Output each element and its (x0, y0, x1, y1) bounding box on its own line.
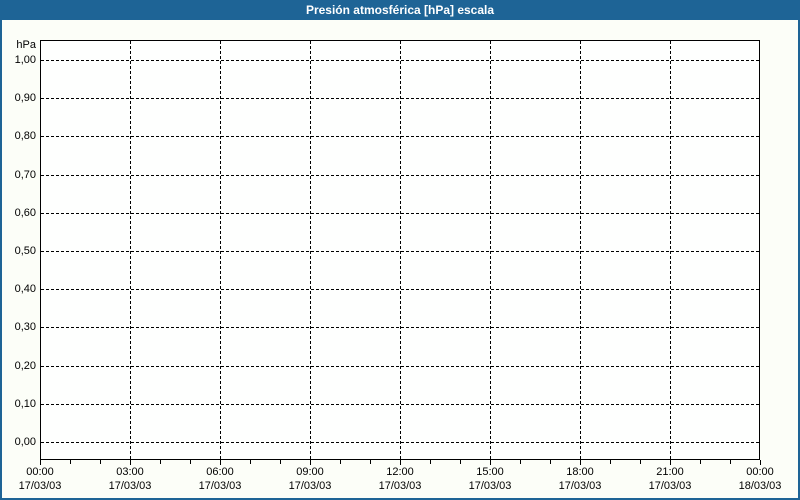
x-minor-tick-mark (100, 460, 101, 464)
x-major-tick-mark (760, 460, 761, 465)
x-tick-date-label: 17/03/03 (468, 480, 512, 492)
x-tick-date-label: 18/03/03 (738, 480, 782, 492)
v-gridline (400, 41, 401, 459)
y-tick-label: 0,40 (14, 283, 36, 296)
x-minor-tick-mark (700, 460, 701, 464)
v-gridline (670, 41, 671, 459)
x-minor-tick-mark (430, 460, 431, 464)
x-minor-tick-mark (250, 460, 251, 464)
x-major-tick-mark (40, 460, 41, 465)
x-tick-date-label: 17/03/03 (648, 480, 692, 492)
y-tick-label: 0,20 (14, 359, 36, 372)
x-major-tick-mark (400, 460, 401, 465)
x-tick-time-label: 18:00 (566, 466, 594, 478)
x-major-tick-mark (670, 460, 671, 465)
x-tick-time-label: 15:00 (476, 466, 504, 478)
x-minor-tick-mark (730, 460, 731, 464)
x-tick-date-label: 17/03/03 (288, 480, 332, 492)
x-minor-tick-mark (370, 460, 371, 464)
x-minor-tick-mark (160, 460, 161, 464)
chart-title: Presión atmosférica [hPa] escala (305, 3, 495, 17)
x-minor-tick-mark (610, 460, 611, 464)
x-minor-tick-mark (70, 460, 71, 464)
x-major-tick-mark (130, 460, 131, 465)
x-tick-time-label: 00:00 (746, 466, 774, 478)
x-tick-time-label: 12:00 (386, 466, 414, 478)
x-major-tick-mark (220, 460, 221, 465)
x-tick-date-label: 17/03/03 (18, 480, 62, 492)
x-tick-time-label: 03:00 (116, 466, 144, 478)
y-tick-label: 0,60 (14, 206, 36, 219)
x-major-tick-mark (490, 460, 491, 465)
x-minor-tick-mark (340, 460, 341, 464)
x-minor-tick-mark (280, 460, 281, 464)
x-minor-tick-mark (190, 460, 191, 464)
v-gridline (220, 41, 221, 459)
chart-title-bar: Presión atmosférica [hPa] escala (0, 0, 800, 20)
x-minor-tick-mark (550, 460, 551, 464)
x-tick-time-label: 09:00 (296, 466, 324, 478)
y-tick-label: 1,00 (14, 54, 36, 66)
y-tick-label: 0,30 (14, 321, 36, 334)
x-major-tick-mark (310, 460, 311, 465)
x-tick-date-label: 17/03/03 (198, 480, 242, 492)
x-tick-date-label: 17/03/03 (108, 480, 152, 492)
x-tick-time-label: 21:00 (656, 466, 684, 478)
y-tick-label: 0,90 (14, 92, 36, 105)
x-tick-time-label: 00:00 (26, 466, 54, 478)
v-gridline (130, 41, 131, 459)
x-tick-date-label: 17/03/03 (558, 480, 602, 492)
v-gridline (490, 41, 491, 459)
x-minor-tick-mark (520, 460, 521, 464)
x-tick-time-label: 06:00 (206, 466, 234, 478)
v-gridline (580, 41, 581, 459)
x-tick-date-label: 17/03/03 (378, 480, 422, 492)
x-minor-tick-mark (460, 460, 461, 464)
y-tick-label: 0,80 (14, 130, 36, 143)
plot-area (40, 40, 760, 460)
y-tick-label: 0,70 (14, 168, 36, 181)
y-tick-label: 0,10 (14, 397, 36, 410)
x-major-tick-mark (580, 460, 581, 465)
y-tick-label: 0,00 (14, 436, 36, 448)
x-minor-tick-mark (640, 460, 641, 464)
v-gridline (310, 41, 311, 459)
y-tick-label: 0,50 (14, 245, 36, 257)
y-axis-unit-label: hPa (16, 39, 36, 51)
